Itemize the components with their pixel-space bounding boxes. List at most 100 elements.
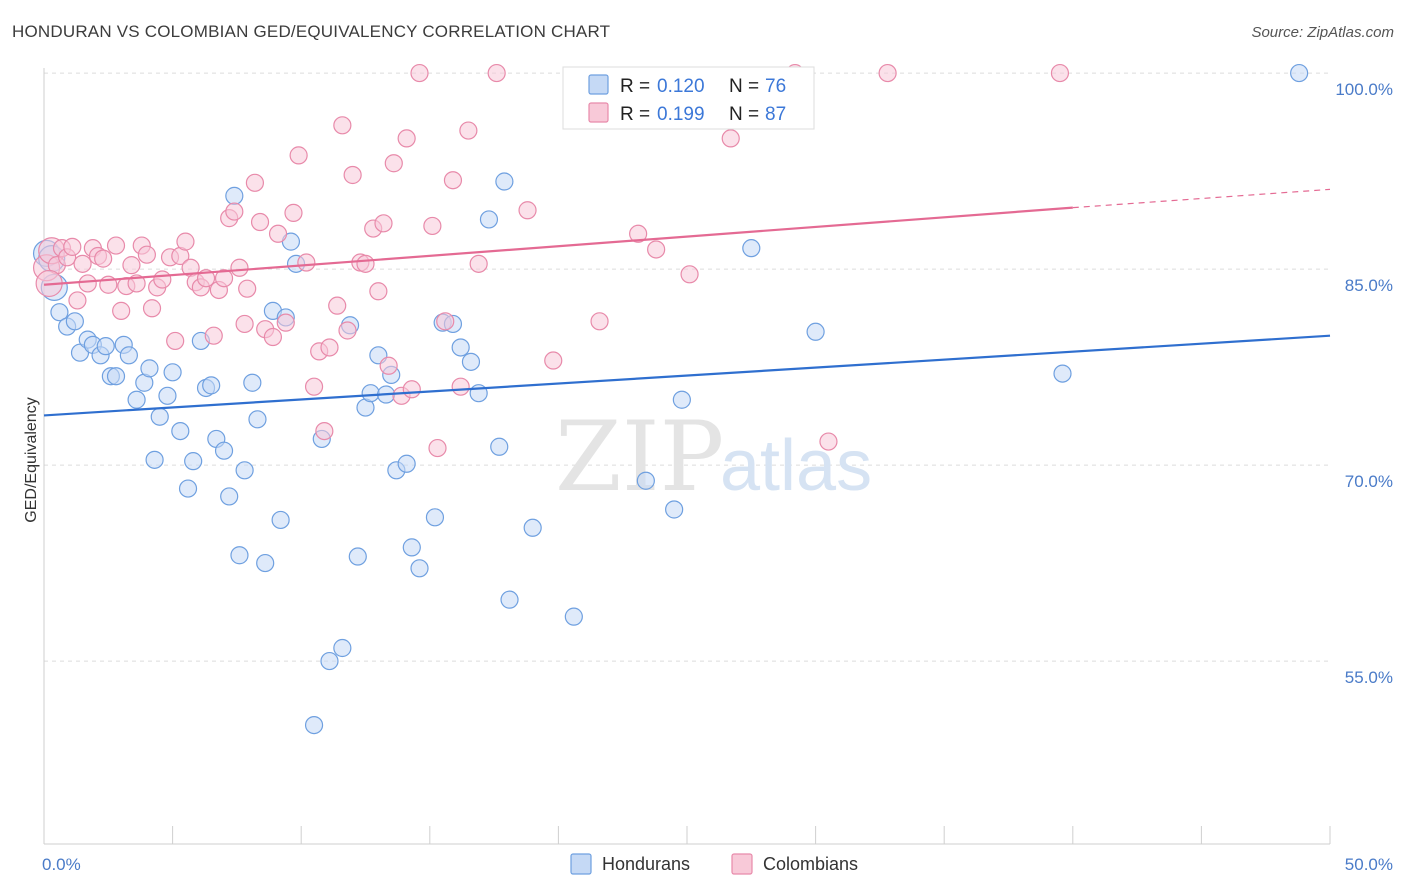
y-tick-label-2: 70.0% — [1345, 472, 1393, 491]
point-hondurans-10 — [96, 337, 115, 356]
point-hondurans-32 — [230, 546, 249, 565]
point-hondurans-35 — [248, 410, 267, 429]
legend-r-label-hondurans: R = — [620, 76, 650, 97]
point-hondurans-70 — [665, 500, 684, 519]
point-colombians-72 — [459, 121, 478, 140]
legend-series-swatch-hondurans — [570, 853, 592, 875]
x-tick-labels: 0.0% 50.0% — [42, 855, 1393, 874]
point-hondurans-54 — [397, 454, 416, 473]
point-hondurans-19 — [150, 407, 169, 426]
point-hondurans-24 — [184, 452, 203, 471]
point-hondurans-64 — [490, 437, 509, 456]
y-axis-label: GED/Equivalency — [23, 397, 40, 522]
point-hondurans-60 — [451, 338, 470, 357]
trend-line-hondurans — [43, 334, 1331, 417]
point-colombians-57 — [356, 254, 375, 273]
point-hondurans-27 — [202, 376, 221, 395]
point-colombians-31 — [204, 326, 223, 345]
point-colombians-80 — [680, 265, 699, 284]
legend-swatch-colombians — [588, 102, 609, 123]
watermark-zip: ZIP — [555, 401, 724, 513]
point-colombians-84 — [878, 63, 897, 83]
point-hondurans-12 — [106, 367, 126, 386]
legend-n-value-colombians: 87 — [765, 104, 786, 125]
legend-n-value-hondurans: 76 — [765, 76, 786, 97]
point-hondurans-44 — [320, 651, 339, 671]
point-hondurans-30 — [220, 487, 239, 506]
point-colombians-36 — [230, 258, 249, 277]
watermark: ZIP atlas — [555, 401, 872, 513]
legend-r-value-hondurans: 0.120 — [657, 76, 705, 97]
point-colombians-35 — [225, 202, 244, 221]
point-hondurans-71 — [672, 390, 691, 409]
point-colombians-64 — [397, 129, 416, 148]
point-colombians-8 — [78, 274, 97, 293]
point-colombians-76 — [544, 351, 563, 370]
point-colombians-55 — [343, 165, 362, 185]
point-hondurans-63 — [479, 210, 499, 229]
point-colombians-68 — [428, 438, 447, 458]
point-hondurans-75 — [1290, 63, 1309, 83]
point-colombians-59 — [369, 282, 388, 301]
point-colombians-74 — [487, 63, 506, 83]
trend-lines — [43, 188, 1331, 417]
point-colombians-71 — [451, 377, 470, 396]
point-colombians-45 — [284, 203, 303, 222]
point-hondurans-65 — [495, 172, 514, 191]
point-colombians-78 — [629, 224, 648, 243]
point-hondurans-56 — [410, 559, 429, 578]
point-colombians-22 — [153, 270, 172, 289]
point-colombians-42 — [263, 327, 283, 347]
point-colombians-70 — [443, 171, 463, 190]
source-label: Source: ZipAtlas.com — [1251, 24, 1394, 41]
point-colombians-62 — [384, 154, 403, 173]
point-colombians-19 — [137, 245, 156, 264]
point-colombians-13 — [106, 236, 126, 255]
point-hondurans-5 — [65, 312, 84, 331]
point-hondurans-38 — [271, 510, 290, 530]
legend-r-label-colombians: R = — [620, 104, 650, 125]
point-colombians-43 — [268, 224, 288, 243]
x-tick-label-right: 50.0% — [1345, 855, 1393, 874]
point-hondurans-36 — [256, 553, 275, 573]
point-hondurans-66 — [500, 590, 519, 609]
point-colombians-66 — [410, 63, 429, 83]
point-hondurans-61 — [461, 352, 481, 371]
point-hondurans-72 — [742, 239, 761, 258]
point-colombians-38 — [238, 279, 257, 298]
point-colombians-39 — [245, 173, 265, 192]
watermark-atlas: atlas — [720, 426, 872, 506]
point-colombians-24 — [166, 331, 185, 351]
point-hondurans-20 — [158, 386, 177, 405]
legend-n-label-colombians: N = — [729, 104, 759, 125]
series-hondurans — [32, 63, 1309, 735]
legend-series: Hondurans Colombians — [570, 853, 858, 875]
chart-title: HONDURAN VS COLOMBIAN GED/EQUIVALENCY CO… — [12, 22, 611, 41]
point-hondurans-31 — [225, 186, 244, 205]
point-colombians-83 — [819, 432, 838, 451]
y-tick-labels: 100.0% 85.0% 70.0% 55.0% — [1335, 80, 1393, 687]
point-colombians-50 — [315, 421, 334, 441]
legend-r-value-colombians: 0.199 — [657, 104, 705, 125]
axes — [43, 68, 1331, 845]
point-colombians-20 — [142, 299, 162, 318]
point-colombians-81 — [721, 129, 740, 148]
point-colombians-14 — [112, 301, 131, 320]
point-colombians-46 — [289, 146, 308, 165]
point-hondurans-22 — [171, 421, 190, 441]
point-colombians-33 — [214, 269, 234, 288]
point-hondurans-49 — [361, 384, 380, 403]
x-tick-label-left: 0.0% — [42, 855, 81, 874]
point-hondurans-47 — [348, 547, 367, 566]
point-colombians-26 — [176, 232, 195, 251]
point-colombians-11 — [94, 249, 113, 268]
point-colombians-44 — [276, 313, 295, 332]
point-colombians-7 — [73, 254, 92, 273]
grid-lines — [44, 72, 1330, 662]
point-hondurans-21 — [163, 363, 182, 382]
point-colombians-48 — [304, 377, 324, 396]
legend-series-label-colombians: Colombians — [763, 854, 858, 874]
point-colombians-47 — [297, 253, 316, 272]
point-colombians-6 — [68, 291, 87, 310]
